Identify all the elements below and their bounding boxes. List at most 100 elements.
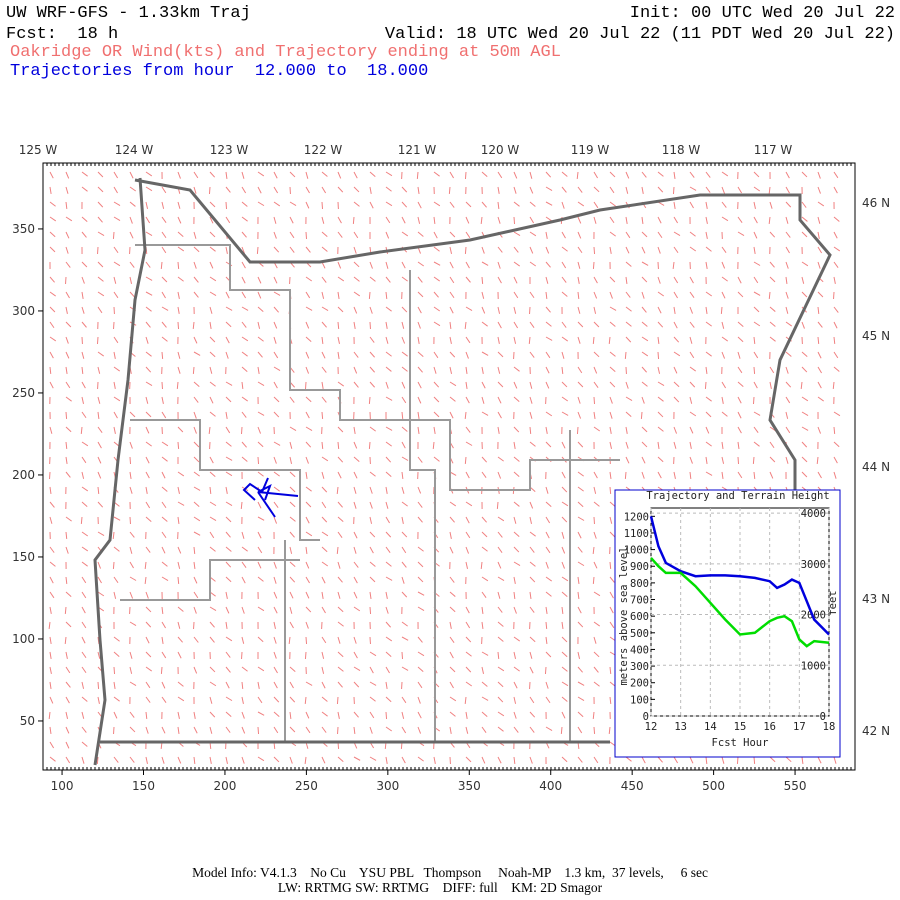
wind-barb <box>177 516 180 525</box>
wind-barb <box>304 696 307 705</box>
wind-barb <box>704 381 707 390</box>
wind-barb <box>273 396 280 403</box>
wind-barb <box>561 621 564 630</box>
wind-barb <box>689 381 696 388</box>
wind-barb <box>561 486 568 493</box>
wind-barb <box>449 366 453 374</box>
wind-barb <box>145 636 150 644</box>
boundary <box>130 419 320 541</box>
wind-barb <box>81 531 89 537</box>
wind-barb <box>752 456 755 465</box>
wind-barb <box>257 726 260 735</box>
wind-barb <box>481 516 487 523</box>
wind-barb <box>609 276 616 283</box>
wind-barb <box>81 756 85 764</box>
wind-barb <box>145 396 149 404</box>
wind-barb <box>737 291 744 298</box>
wind-barb <box>833 351 839 359</box>
wind-barb <box>305 321 310 329</box>
wind-barb <box>321 396 327 403</box>
wind-barb <box>545 546 551 554</box>
wind-barb <box>65 306 68 314</box>
wind-barb <box>305 456 309 464</box>
wind-barb <box>529 411 533 419</box>
wind-barb <box>577 186 583 193</box>
wind-barb <box>225 171 228 180</box>
wind-barb <box>737 186 743 194</box>
wind-barb <box>97 396 101 404</box>
wind-barb <box>641 261 649 266</box>
wind-barb <box>785 231 791 238</box>
wind-barb <box>513 366 520 372</box>
wind-barb <box>593 471 598 479</box>
wind-barb <box>657 471 662 479</box>
wind-barb <box>337 501 343 508</box>
wind-barb <box>193 411 197 419</box>
wind-barb <box>593 756 599 764</box>
wind-barb <box>433 381 440 388</box>
wind-barb <box>545 726 553 731</box>
wind-barb <box>337 336 340 344</box>
wind-barb <box>432 441 435 450</box>
wind-barb <box>273 576 277 584</box>
wind-barb <box>497 576 505 581</box>
wind-barb <box>177 321 180 330</box>
wind-barb <box>305 591 310 599</box>
x-axis-label: Fcst Hour <box>712 737 769 749</box>
wind-barb <box>113 591 117 599</box>
wind-barb <box>529 381 533 389</box>
wind-barb <box>145 336 149 344</box>
wind-barb <box>593 396 596 405</box>
y-tick-label: 50 <box>20 714 35 728</box>
wind-barb <box>497 411 502 419</box>
wind-barb <box>465 336 471 344</box>
wind-barb <box>609 516 613 524</box>
wind-barb <box>401 261 406 269</box>
wind-barb <box>288 636 291 645</box>
wind-barb <box>113 201 121 206</box>
wind-barb <box>417 636 423 643</box>
wind-barb <box>497 591 501 599</box>
wind-barb <box>193 471 200 477</box>
wind-barb <box>625 381 629 389</box>
wind-barb <box>321 231 328 237</box>
wind-barb <box>353 726 356 735</box>
wind-barb <box>337 231 343 238</box>
wind-barb <box>401 216 406 224</box>
wind-barb <box>801 201 807 208</box>
wind-barb <box>609 426 612 434</box>
wind-barb <box>401 381 406 389</box>
x-tick-label: 16 <box>763 721 776 733</box>
wind-barb <box>753 306 760 313</box>
wind-barb <box>225 606 230 614</box>
wind-barb <box>161 336 168 342</box>
wind-barb <box>241 381 244 390</box>
wind-barb <box>689 426 694 434</box>
wind-barb <box>369 606 372 615</box>
wind-barb <box>225 516 232 523</box>
wind-barb <box>65 216 73 222</box>
wind-barb <box>208 426 211 435</box>
wind-barb <box>625 411 632 418</box>
wind-barb <box>513 651 517 659</box>
wind-barb <box>625 441 629 449</box>
wind-barb <box>449 681 454 689</box>
wind-barb <box>113 246 119 254</box>
y2-tick-label: 3000 <box>801 559 826 571</box>
wind-barb <box>673 366 678 374</box>
wind-barb <box>177 441 180 450</box>
wind-barb <box>817 291 824 298</box>
wind-barb <box>753 321 761 327</box>
wind-barb <box>273 276 278 284</box>
wind-barb <box>529 606 535 613</box>
wind-barb <box>209 546 216 552</box>
wind-barb <box>657 306 662 314</box>
wind-barb <box>577 396 581 404</box>
wind-barb <box>273 726 279 734</box>
wind-barb <box>225 681 230 689</box>
wind-barb <box>785 381 792 388</box>
wind-barb <box>401 696 407 704</box>
wind-barb <box>113 366 120 372</box>
wind-barb <box>753 276 759 284</box>
wind-barb <box>81 621 87 629</box>
